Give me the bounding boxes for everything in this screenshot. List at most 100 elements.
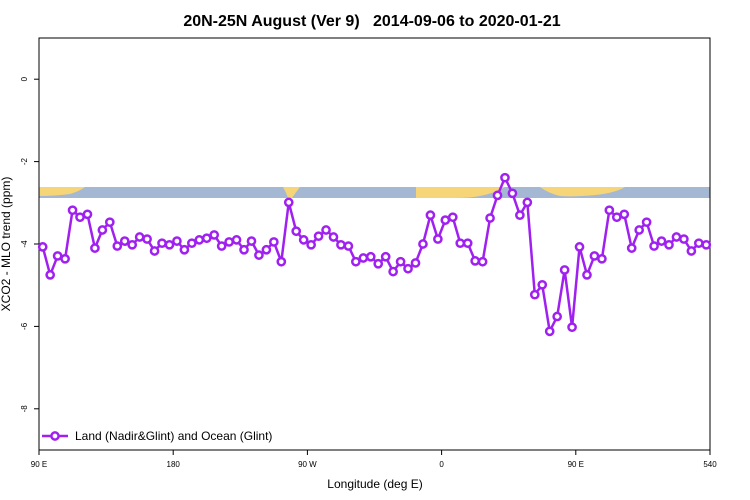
point — [686, 246, 697, 256]
point — [172, 236, 182, 246]
point — [209, 230, 220, 240]
point — [567, 322, 577, 333]
point — [403, 263, 413, 274]
x-tick-label: 90 W — [298, 460, 317, 469]
point — [701, 239, 712, 250]
point — [231, 235, 242, 245]
x-tick-label: 540 — [703, 460, 717, 469]
point — [470, 256, 480, 266]
point — [380, 251, 391, 262]
point — [298, 235, 309, 245]
point — [477, 256, 488, 267]
point — [425, 210, 436, 221]
point — [201, 233, 212, 244]
point — [522, 197, 533, 208]
x-tick-label: 90 E — [568, 460, 584, 469]
point — [664, 239, 674, 250]
point — [485, 213, 495, 223]
point — [246, 236, 257, 246]
point — [336, 239, 346, 250]
plot-frame — [38, 37, 711, 451]
point — [671, 232, 682, 242]
x-tick-label: 0 — [439, 460, 444, 469]
point — [261, 244, 272, 255]
point — [447, 212, 458, 223]
point — [321, 225, 331, 235]
y-tick-label: -8 — [20, 405, 29, 413]
point — [149, 246, 160, 256]
point — [291, 226, 302, 237]
y-tick-label: 0 — [20, 76, 29, 81]
point — [157, 238, 167, 249]
point — [529, 289, 540, 300]
point — [186, 238, 197, 249]
point — [597, 253, 607, 264]
point — [306, 239, 316, 250]
point — [343, 241, 354, 251]
point — [500, 172, 510, 183]
point — [179, 244, 190, 255]
point — [60, 253, 70, 264]
x-axis-label: Longitude (deg E) — [327, 477, 422, 491]
point — [164, 239, 175, 250]
point — [626, 243, 637, 253]
point — [358, 253, 369, 263]
point — [269, 237, 279, 247]
point — [313, 231, 324, 242]
point — [507, 188, 518, 199]
point — [582, 270, 592, 280]
point — [418, 239, 428, 249]
point — [82, 209, 93, 220]
point — [589, 251, 600, 261]
point — [410, 258, 421, 268]
y-axis-label: XCO2 - MLO trend (ppm) — [0, 177, 13, 312]
point — [254, 250, 264, 260]
point — [492, 190, 503, 201]
point — [119, 236, 130, 246]
point — [97, 225, 108, 235]
point — [37, 242, 48, 252]
point — [641, 217, 652, 228]
point — [619, 209, 630, 220]
legend-marker — [50, 431, 60, 441]
point — [537, 279, 548, 290]
point — [656, 236, 667, 246]
point — [224, 237, 234, 247]
point — [127, 239, 138, 250]
x-tick-label: 180 — [167, 460, 181, 469]
point — [351, 256, 361, 267]
legend-label: Land (Nadir&Glint) and Ocean (Glint) — [75, 429, 272, 443]
point — [75, 212, 85, 223]
point — [552, 311, 563, 322]
point — [90, 243, 100, 253]
point — [283, 197, 294, 208]
point — [693, 238, 704, 249]
chart-title: 20N-25N August (Ver 9) 2014-09-06 to 202… — [183, 13, 560, 30]
point — [395, 256, 406, 267]
point — [574, 242, 585, 252]
point — [433, 234, 443, 244]
legend: Land (Nadir&Glint) and Ocean (Glint) — [42, 429, 272, 443]
point — [373, 258, 384, 269]
point — [440, 215, 451, 225]
point — [45, 270, 56, 280]
y-tick-label: -2 — [20, 157, 29, 165]
point — [365, 251, 376, 262]
y-tick-label: -6 — [20, 322, 29, 330]
point — [679, 234, 689, 244]
point — [559, 265, 570, 275]
point — [455, 238, 466, 249]
point — [649, 241, 659, 251]
point — [544, 326, 555, 337]
point — [328, 232, 339, 242]
point — [52, 251, 63, 261]
point — [142, 234, 152, 244]
point — [134, 232, 145, 242]
point — [462, 238, 473, 249]
point — [239, 244, 249, 255]
point — [388, 266, 398, 277]
point — [216, 241, 227, 251]
point — [276, 256, 287, 267]
